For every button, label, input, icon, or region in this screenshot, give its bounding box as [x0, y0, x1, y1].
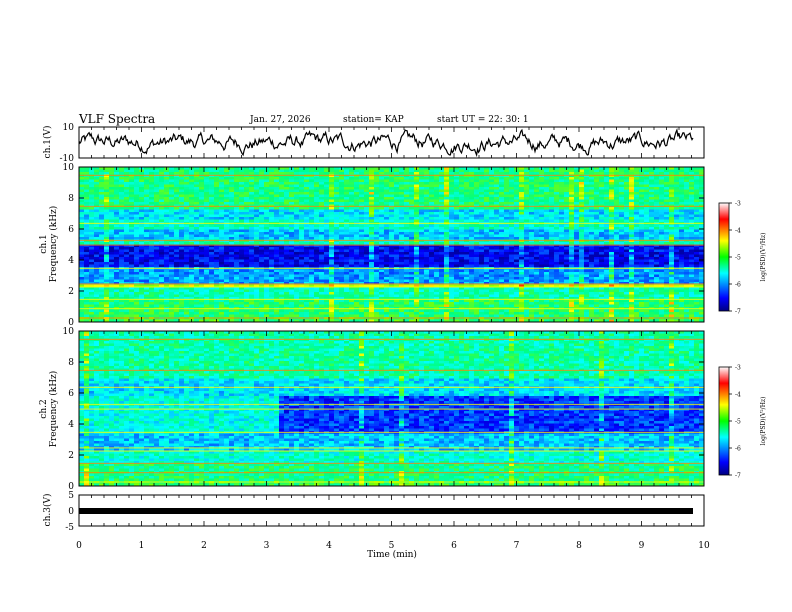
ch1-ylabel: ch.1(V)	[42, 126, 53, 159]
time-axis: 0 1 2 3 4 5 6 7 8 9 10	[76, 127, 710, 551]
colorbar-tick: -6	[735, 446, 741, 453]
ytick-label: 2	[68, 287, 74, 297]
chart-title: VLF Spectra	[79, 112, 156, 126]
ytick-label: 0	[68, 318, 74, 328]
colorbar-tick: -3	[735, 201, 741, 208]
ytick-label: 8	[68, 194, 74, 204]
ytick-label: 0	[68, 482, 74, 492]
xtick-label: 3	[264, 541, 270, 551]
ch3-ytick-top: 5	[68, 491, 74, 501]
xtick-label: 2	[201, 541, 207, 551]
ch2-colorbar: -3 -4 -5 -6 -7 log(PSD)(V²/Hz)	[718, 365, 767, 480]
ch1-colorbar: -3 -4 -5 -6 -7 log(PSD)(V²/Hz)	[718, 201, 767, 316]
ch1-spec-ylabel-1: ch.1	[39, 234, 49, 253]
ch1-spectrogram-panel: 0 2 4 6 8 10 ch.1 Frequency (kHz)	[39, 163, 705, 328]
xtick-label: 6	[451, 541, 457, 551]
ch2-spec-ylabel-2: Frequency (kHz)	[48, 371, 59, 448]
colorbar-tick: -4	[735, 228, 741, 235]
ch2-spectrogram-panel: 0 2 4 6 8 10 ch.2 Frequency (kHz)	[39, 327, 705, 492]
colorbar-tick: -4	[735, 392, 741, 399]
xtick-label: 10	[698, 541, 710, 551]
ytick-label: 6	[68, 225, 74, 235]
colorbar-tick: -7	[735, 309, 741, 316]
ch3-ytick-bottom: -5	[65, 523, 74, 533]
ch2-spectrogram-image	[79, 331, 705, 487]
xtick-label: 7	[514, 541, 520, 551]
ytick-label: 4	[68, 256, 74, 266]
ch1-colorbar-label: log(PSD)(V²/Hz)	[760, 233, 767, 282]
start-time-label: start UT = 22: 30: 1	[437, 115, 529, 125]
xtick-label: 8	[576, 541, 582, 551]
xtick-label: 4	[326, 541, 332, 551]
ytick-label: 6	[68, 389, 74, 399]
ch3-waveform-band	[79, 508, 693, 514]
colorbar-tick: -5	[735, 255, 741, 262]
time-axis-label: Time (min)	[367, 549, 417, 560]
ytick-label: 10	[63, 327, 75, 337]
ch3-ylabel: ch.3(V)	[42, 494, 53, 527]
ytick-label: 4	[68, 420, 74, 430]
ytick-label: 8	[68, 358, 74, 368]
ch1-spec-ylabel-2: Frequency (kHz)	[48, 206, 59, 283]
ch1-waveform-panel: 10 -10 ch.1(V)	[42, 123, 705, 164]
ytick-label: 2	[68, 451, 74, 461]
xtick-label: 9	[639, 541, 645, 551]
colorbar-tick: -5	[735, 419, 741, 426]
ch1-waveform-line	[78, 128, 694, 158]
colorbar-tick: -3	[735, 365, 741, 372]
station-label: station= KAP	[343, 115, 404, 125]
xtick-label: 0	[76, 541, 82, 551]
colorbar-tick: -7	[735, 473, 741, 480]
xtick-label: 5	[389, 541, 395, 551]
ch2-colorbar-label: log(PSD)(V²/Hz)	[760, 397, 767, 446]
date-label: Jan. 27, 2026	[250, 115, 311, 125]
ch3-waveform-panel: 5 0 -5 ch.3(V)	[42, 491, 705, 533]
colorbar-tick: -6	[735, 282, 741, 289]
ytick-label: 10	[63, 163, 75, 173]
ch3-ytick-mid: 0	[68, 507, 74, 517]
xtick-label: 1	[139, 541, 145, 551]
ch1-ytick-bottom: -10	[60, 154, 75, 164]
ch2-spec-ylabel-1: ch.2	[39, 399, 49, 418]
ch1-spectrogram-image	[79, 167, 705, 323]
ch1-ytick-top: 10	[63, 123, 75, 133]
